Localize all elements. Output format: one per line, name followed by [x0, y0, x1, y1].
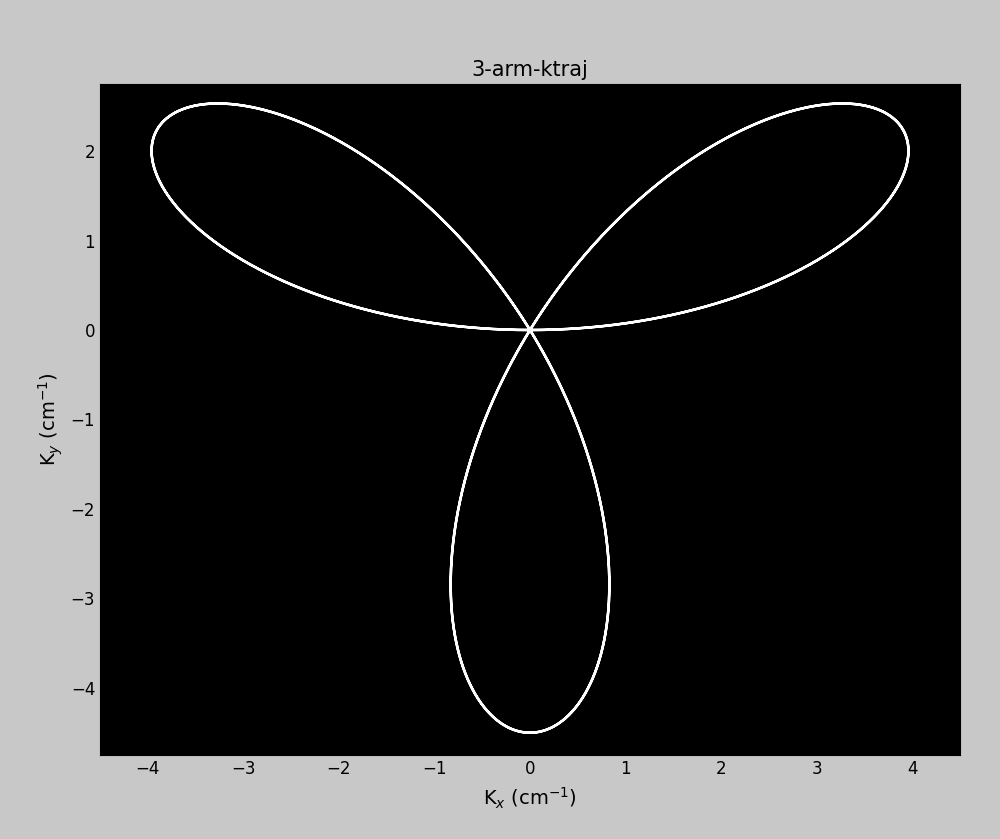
Y-axis label: K$_y$ (cm$^{-1}$): K$_y$ (cm$^{-1}$): [37, 373, 65, 466]
Title: 3-arm-ktraj: 3-arm-ktraj: [472, 60, 588, 80]
X-axis label: K$_x$ (cm$^{-1}$): K$_x$ (cm$^{-1}$): [483, 786, 577, 811]
